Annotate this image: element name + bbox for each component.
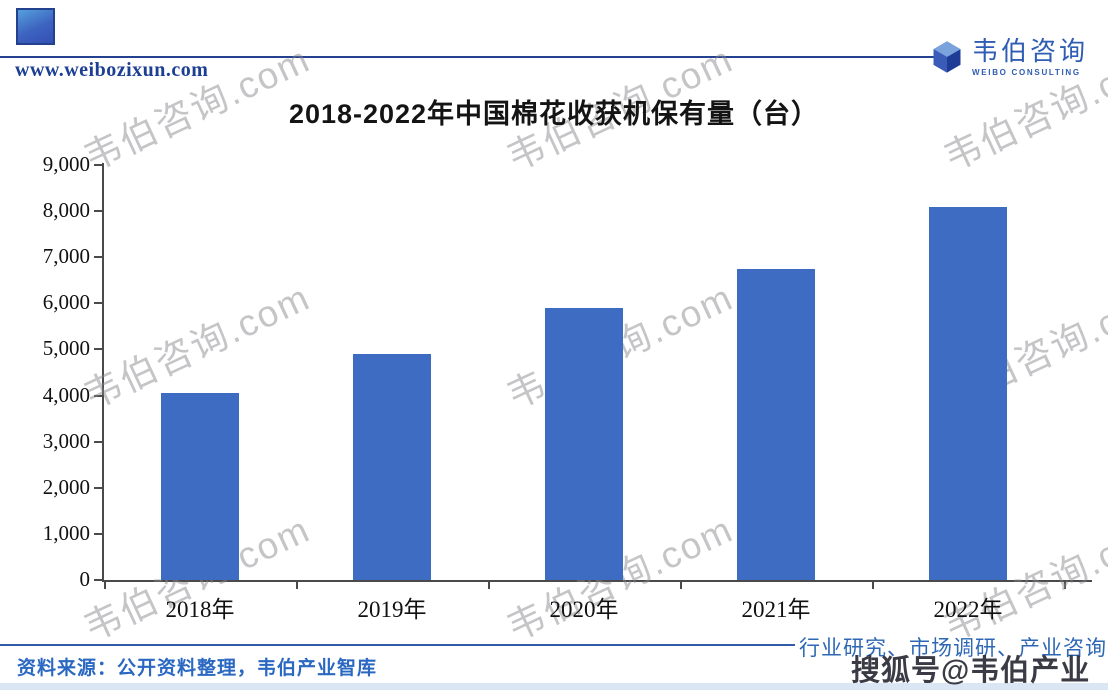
x-axis-tick xyxy=(488,582,490,589)
y-axis-label: 1,000 xyxy=(42,520,90,545)
y-axis-tick xyxy=(94,348,102,351)
logo-name: 韦伯咨询 xyxy=(972,37,1089,66)
sohu-account-badge: 搜狐号@韦伯产业咨询 xyxy=(851,655,1091,687)
x-axis-tick xyxy=(296,582,298,589)
y-axis-label: 7,000 xyxy=(42,244,90,269)
x-axis-tick xyxy=(1064,582,1066,589)
x-axis-label: 2020年 xyxy=(549,597,619,622)
bottom-strip xyxy=(0,683,1108,690)
footer-divider xyxy=(0,644,795,646)
logo-subtitle: WEIBO CONSULTING xyxy=(972,68,1081,77)
bar-2018 xyxy=(161,393,239,580)
x-axis-label: 2022年 xyxy=(933,597,1003,622)
website-url: www.weibozixun.com xyxy=(15,59,209,81)
y-axis-label: 6,000 xyxy=(42,290,90,315)
y-axis-tick xyxy=(94,164,102,166)
y-axis-tick xyxy=(94,302,102,305)
y-axis-label: 4,000 xyxy=(42,382,90,407)
cube-logo-icon xyxy=(933,41,961,73)
x-axis-label: 2018年 xyxy=(165,597,235,622)
y-axis-label: 8,000 xyxy=(42,198,90,223)
bar-2022 xyxy=(929,206,1007,580)
x-axis-tick xyxy=(104,582,106,589)
x-axis-label: 2021年 xyxy=(741,597,811,622)
footer-tagline: 行业研究、市场调研、产业咨询 xyxy=(799,636,1107,660)
header-divider xyxy=(0,56,934,58)
y-axis-tick xyxy=(94,579,102,581)
weibo-consulting-logo: 韦伯咨询 WEIBO CONSULTING xyxy=(932,38,1088,77)
y-axis-label: 2,000 xyxy=(42,474,90,499)
y-axis-label: 9,000 xyxy=(42,152,90,176)
bar-2020 xyxy=(545,307,623,580)
chart-title: 2018-2022年中国棉花收获机保有量（台） xyxy=(288,99,820,129)
logo-text: 韦伯咨询 WEIBO CONSULTING xyxy=(972,37,1089,78)
x-axis-line xyxy=(102,580,1092,582)
data-source-note: 资料来源：公开资料整理，韦伯产业智库 xyxy=(17,658,378,679)
y-axis-tick xyxy=(94,256,102,259)
y-axis-tick xyxy=(94,440,102,443)
x-axis-tick xyxy=(680,582,682,589)
brand-square-icon xyxy=(16,8,55,45)
x-axis-tick xyxy=(872,582,874,589)
bar-2019 xyxy=(353,354,431,580)
y-axis-line xyxy=(102,163,104,582)
bar-2021 xyxy=(737,268,815,580)
y-axis-label: 3,000 xyxy=(42,428,90,453)
y-axis-tick xyxy=(94,210,102,213)
y-axis-label: 0 xyxy=(79,567,91,591)
y-axis-label: 5,000 xyxy=(42,336,90,361)
x-axis-label: 2019年 xyxy=(357,597,427,622)
y-axis-tick xyxy=(94,486,102,489)
y-axis-tick xyxy=(94,394,102,397)
y-axis-tick xyxy=(94,532,102,535)
